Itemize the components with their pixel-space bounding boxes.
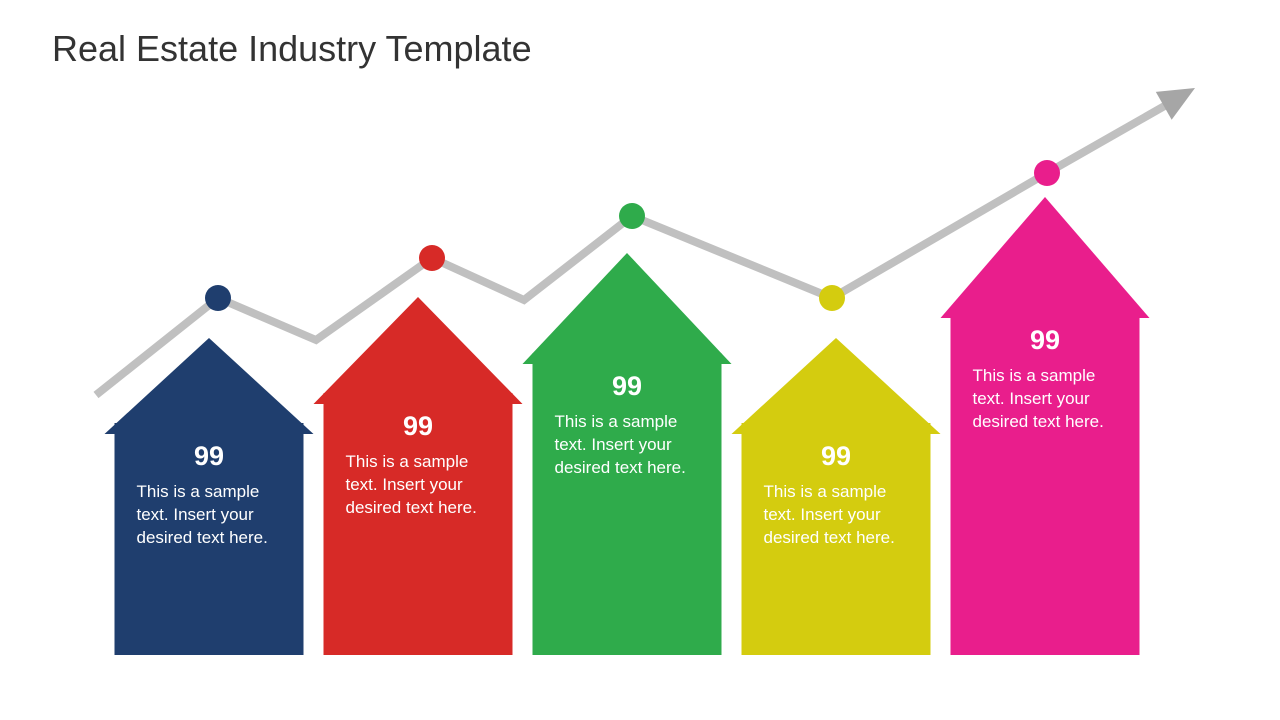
house-2: 99 This is a sample text. Insert your des… xyxy=(324,393,513,655)
house-description-1: This is a sample text. Insert your desir… xyxy=(137,481,282,550)
house-roof-4 xyxy=(732,338,941,434)
house-value-4: 99 xyxy=(742,441,931,472)
house-value-1: 99 xyxy=(115,441,304,472)
house-4: 99 This is a sample text. Insert your des… xyxy=(742,423,931,655)
house-description-2: This is a sample text. Insert your desir… xyxy=(346,451,491,520)
house-description-5: This is a sample text. Insert your desir… xyxy=(973,365,1118,434)
house-description-4: This is a sample text. Insert your desir… xyxy=(764,481,909,550)
data-point-dot-2 xyxy=(419,245,445,271)
house-3: 99 This is a sample text. Insert your des… xyxy=(533,353,722,655)
house-roof-1 xyxy=(105,338,314,434)
house-1: 99 This is a sample text. Insert your des… xyxy=(115,423,304,655)
house-roof-3 xyxy=(523,253,732,364)
house-description-3: This is a sample text. Insert your desir… xyxy=(555,411,700,480)
house-value-3: 99 xyxy=(533,371,722,402)
data-point-dot-1 xyxy=(205,285,231,311)
house-value-5: 99 xyxy=(951,325,1140,356)
house-roof-2 xyxy=(314,297,523,404)
data-point-dot-5 xyxy=(1034,160,1060,186)
data-point-dot-3 xyxy=(619,203,645,229)
house-5: 99 This is a sample text. Insert your des… xyxy=(951,307,1140,655)
house-value-2: 99 xyxy=(324,411,513,442)
data-point-dot-4 xyxy=(819,285,845,311)
